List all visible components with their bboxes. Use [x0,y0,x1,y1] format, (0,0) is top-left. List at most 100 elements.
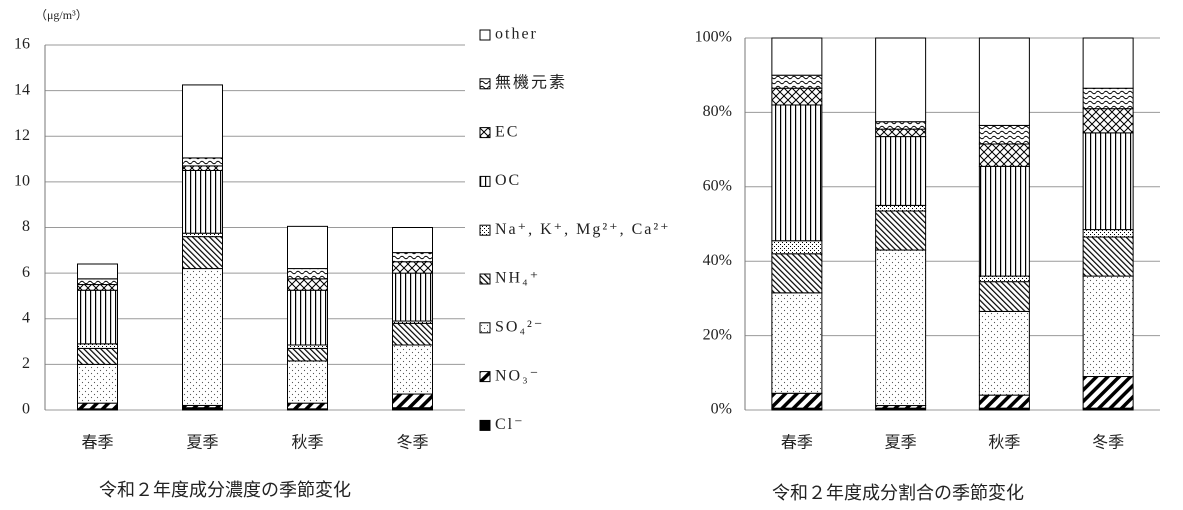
bar-segment [287,225,328,270]
legend-label: NO₃⁻ [495,367,540,384]
bar-segment [77,289,118,345]
y-tick-label: 100% [695,29,732,46]
bar-segment [875,37,927,123]
bar-segment [978,165,1030,277]
bar-segment [875,128,927,138]
y-tick-label: 40% [703,252,732,269]
bar-segment [392,272,433,322]
bar-segment [77,278,118,286]
bar-segment [771,253,823,294]
bar-segment [875,136,927,206]
bar-segment [287,278,328,291]
legend-swatch [479,175,491,187]
legend-label: other [495,26,538,43]
bar-segment [392,252,433,263]
y-tick-label: 16 [14,36,30,53]
legend-swatch [479,29,491,41]
bar-segment [182,84,223,159]
y-tick-label: 80% [703,103,732,120]
bar-segment [182,165,223,171]
bar-segment [182,169,223,234]
bar-segment [875,121,927,130]
bar-segment [392,344,433,395]
bar-segment [1082,37,1134,89]
bar-segment [287,402,328,410]
bar-segment [1082,229,1134,238]
bar-segment [978,143,1030,167]
chart-title: 令和２年度成分割合の季節変化 [772,483,1024,503]
bar-segment [1082,108,1134,134]
x-tick-label: 秋季 [291,434,323,452]
bar-segment [77,263,118,280]
bar-segment [1082,132,1134,231]
x-tick-label: 夏季 [885,434,917,452]
chart-title: 令和２年度成分濃度の季節変化 [99,480,351,500]
bar-segment [771,74,823,89]
bar-segment [875,204,927,212]
bar-segment [771,292,823,394]
bar-segment [1082,376,1134,409]
bar-segment [771,87,823,106]
bar-segment [392,393,433,409]
bar-segment [77,347,118,365]
bar-segment [182,232,223,238]
legend-swatch [479,322,491,334]
bar-segment [978,310,1030,396]
y-tick-label: 12 [14,127,30,144]
bar-segment [978,124,1030,145]
legend-swatch [479,371,491,383]
y-tick-label: 20% [703,326,732,343]
bar-segment [392,227,433,254]
y-tick-label: 4 [22,309,30,326]
bar-segment [77,284,118,291]
y-tick-label: 10 [14,173,30,190]
y-tick-label: 8 [22,218,30,235]
y-tick-label: 6 [22,264,30,281]
bar-segment [182,236,223,270]
bar-segment [182,268,223,406]
y-tick-label: 0 [22,401,30,418]
bar-segment [771,240,823,255]
bar-segment [77,363,118,404]
bar-segment [771,392,823,409]
legend-label: EC [495,123,519,140]
bar-segment [875,210,927,251]
legend-swatch [479,127,491,139]
y-tick-label: 2 [22,355,30,372]
legend-label: 無機元素 [495,73,567,91]
bar-segment [392,261,433,274]
bar-segment [287,347,328,362]
bar-segment [1082,275,1134,378]
x-tick-label: 秋季 [988,434,1020,452]
bar-segment [182,157,223,167]
legend-swatch [479,78,491,90]
bar-segment [875,249,927,407]
legend-label: Cl⁻ [495,416,525,433]
bar-segment [77,402,118,410]
x-tick-label: 冬季 [1092,434,1124,452]
bar-segment [77,343,118,349]
bar-segment [978,37,1030,126]
x-tick-label: 春季 [81,434,113,452]
bar-segment [978,275,1030,283]
legend-swatch [479,419,491,431]
bar-segment [287,289,328,346]
x-tick-label: 春季 [781,434,813,452]
y-tick-label: 0% [711,401,732,418]
unit-label: （μg/m³） [35,8,88,22]
legend-swatch [479,224,491,236]
bar-segment [978,281,1030,312]
bar-segment [1082,87,1134,110]
legend-label: SO₄²⁻ [495,318,544,335]
bar-segment [287,268,328,280]
bar-segment [287,344,328,349]
y-tick-label: 60% [703,177,732,194]
bar-segment [771,37,823,76]
legend-swatch [479,273,491,285]
y-tick-label: 14 [14,81,30,98]
bar-segment [392,322,433,346]
x-tick-label: 夏季 [186,434,218,452]
bar-segment [978,394,1030,409]
bar-segment [1082,236,1134,277]
